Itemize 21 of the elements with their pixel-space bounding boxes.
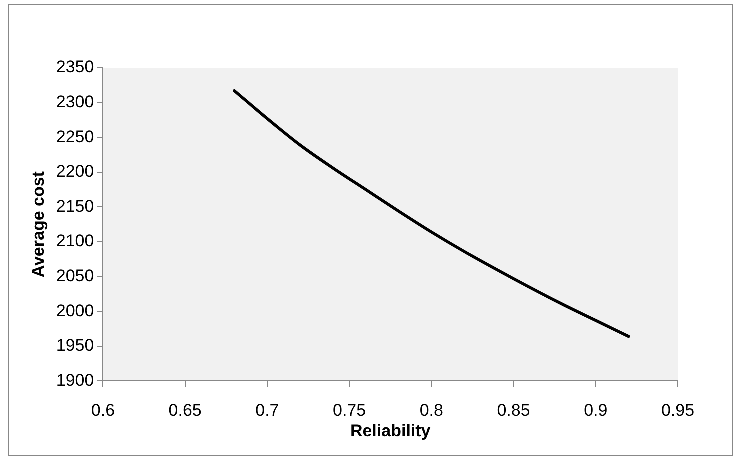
y-tick-label: 2300: [56, 92, 94, 112]
x-tick-label: 0.95: [661, 401, 695, 420]
y-tick-label: 1950: [56, 336, 94, 356]
y-tick-label: 2000: [56, 301, 94, 320]
x-tick-label: 0.85: [497, 401, 530, 420]
x-tick-label: 0.9: [584, 401, 608, 420]
y-tick-label: 2100: [56, 232, 94, 251]
y-tick-label: 2050: [56, 266, 94, 286]
y-tick-label: 2150: [56, 196, 94, 216]
x-tick-label: 0.8: [420, 401, 444, 420]
y-tick-label: 2200: [56, 162, 94, 182]
line-series: [233, 89, 630, 338]
x-tick-label: 0.7: [256, 401, 280, 420]
y-tick-label: 2250: [56, 127, 94, 146]
x-tick-label: 0.6: [91, 401, 116, 420]
y-tick-label: 2350: [56, 58, 94, 77]
x-tick-label: 0.65: [168, 401, 202, 420]
y-tick-label: 1900: [56, 370, 94, 390]
x-axis-title: Reliability: [350, 421, 432, 440]
y-axis-title: Average cost: [28, 171, 48, 278]
x-tick-label: 0.75: [333, 401, 366, 420]
